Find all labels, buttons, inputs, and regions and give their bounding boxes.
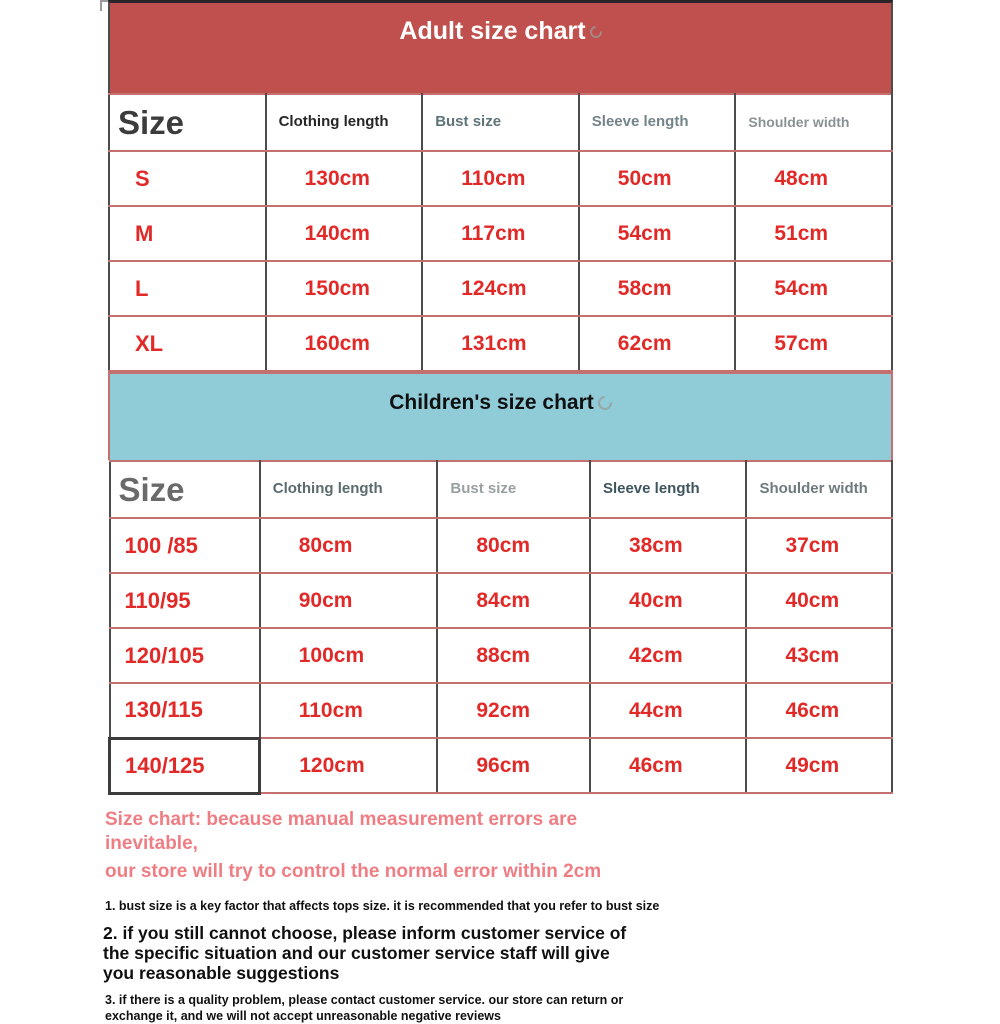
clothing-length-value: 90cm [258,572,439,629]
size-label: XL [108,315,267,372]
scan-artifact-corner [100,0,115,11]
bust-size-value: 88cm [436,627,591,684]
clothing-length-value: 80cm [258,517,439,574]
adult-chart-banner: Adult size chart [108,0,893,93]
adult-col-shoulder-width: Shoulder width [734,93,893,152]
note-bust-size: 1. bust size is a key factor that affect… [105,898,660,913]
size-label: 100 /85 [108,517,261,574]
note-customer-service: 2. if you still cannot choose, please in… [103,923,627,984]
adult-col-sleeve-length: Sleeve length [577,93,737,152]
children-col-shoulder-width: Shoulder width [745,460,893,519]
shoulder-width-value: 54cm [734,260,893,317]
sleeve-length-value: 54cm [577,205,737,262]
shoulder-width-value: 48cm [734,150,893,207]
bust-size-value: 110cm [421,150,580,207]
size-label: 130/115 [108,682,261,739]
bust-size-value: 84cm [436,572,591,629]
adult-col-bust-size: Bust size [421,93,580,152]
size-label: M [108,205,267,262]
clothing-length-value: 130cm [264,150,424,207]
sleeve-length-value: 62cm [577,315,737,372]
children-col-size: Size [108,460,261,519]
sleeve-length-value: 42cm [588,627,748,684]
note-quality-problem: 3. if there is a quality problem, please… [105,992,624,1023]
footer-notes: Size chart: because manual measurement e… [103,808,665,1024]
bust-size-value: 96cm [436,737,591,794]
table-row: 130/115 110cm 92cm 44cm 46cm [108,682,893,739]
clothing-length-value: 160cm [264,315,424,372]
size-label: L [108,260,267,317]
bust-size-value: 131cm [421,315,580,372]
size-label: S [108,150,267,207]
children-size-table: Size Clothing length Bust size Sleeve le… [107,460,893,795]
clothing-length-value: 140cm [264,205,424,262]
adult-header-row: Size Clothing length Bust size Sleeve le… [108,93,893,152]
table-row: 120/105 100cm 88cm 42cm 43cm [108,627,893,684]
shoulder-width-value: 49cm [745,737,893,794]
shoulder-width-value: 37cm [745,517,893,574]
clothing-length-value: 100cm [258,627,439,684]
adult-size-table: Size Clothing length Bust size Sleeve le… [108,93,893,372]
clothing-length-value: 110cm [258,682,439,739]
size-chart-image: Adult size chart Size Clothing length Bu… [100,0,893,1023]
measurement-error-note-line1: Size chart: because manual measurement e… [105,809,578,855]
sleeve-length-value: 44cm [588,682,748,739]
watermark-icon [594,393,615,414]
sleeve-length-value: 58cm [577,260,737,317]
sleeve-length-value: 38cm [588,517,748,574]
table-row: 110/95 90cm 84cm 40cm 40cm [108,572,893,629]
watermark-icon [587,23,605,41]
size-label: 110/95 [108,572,261,629]
table-row: XL 160cm 131cm 62cm 57cm [108,315,893,372]
table-row: M 140cm 117cm 54cm 51cm [108,205,893,262]
children-chart-banner: Children's size chart [108,372,893,460]
bust-size-value: 124cm [421,260,580,317]
measurement-error-note-line2: our store will try to control the normal… [105,860,602,882]
bust-size-value: 80cm [436,517,591,574]
children-chart-title: Children's size chart [389,391,594,414]
size-label: 120/105 [108,627,261,684]
table-row: S 130cm 110cm 50cm 48cm [108,150,893,207]
shoulder-width-value: 51cm [734,205,893,262]
children-header-row: Size Clothing length Bust size Sleeve le… [108,460,893,519]
sleeve-length-value: 46cm [588,737,748,794]
children-col-sleeve-length: Sleeve length [588,460,748,519]
size-chart-content: Adult size chart Size Clothing length Bu… [107,0,893,795]
adult-chart-title: Adult size chart [399,17,586,45]
adult-col-size: Size [108,93,267,152]
shoulder-width-value: 46cm [745,682,893,739]
clothing-length-value: 150cm [264,260,424,317]
sleeve-length-value: 50cm [577,150,737,207]
table-row: L 150cm 124cm 58cm 54cm [108,260,893,317]
bust-size-value: 117cm [421,205,580,262]
shoulder-width-value: 40cm [745,572,893,629]
size-label: 140/125 [107,736,262,795]
table-row: 140/125 120cm 96cm 46cm 49cm [107,736,893,795]
shoulder-width-value: 57cm [734,315,893,372]
children-col-bust-size: Bust size [436,460,591,519]
table-row: 100 /85 80cm 80cm 38cm 37cm [108,517,893,574]
clothing-length-value: 120cm [258,737,439,794]
children-col-clothing-length: Clothing length [258,460,439,519]
shoulder-width-value: 43cm [745,627,893,684]
sleeve-length-value: 40cm [588,572,748,629]
bust-size-value: 92cm [436,682,591,739]
adult-col-clothing-length: Clothing length [264,93,424,152]
